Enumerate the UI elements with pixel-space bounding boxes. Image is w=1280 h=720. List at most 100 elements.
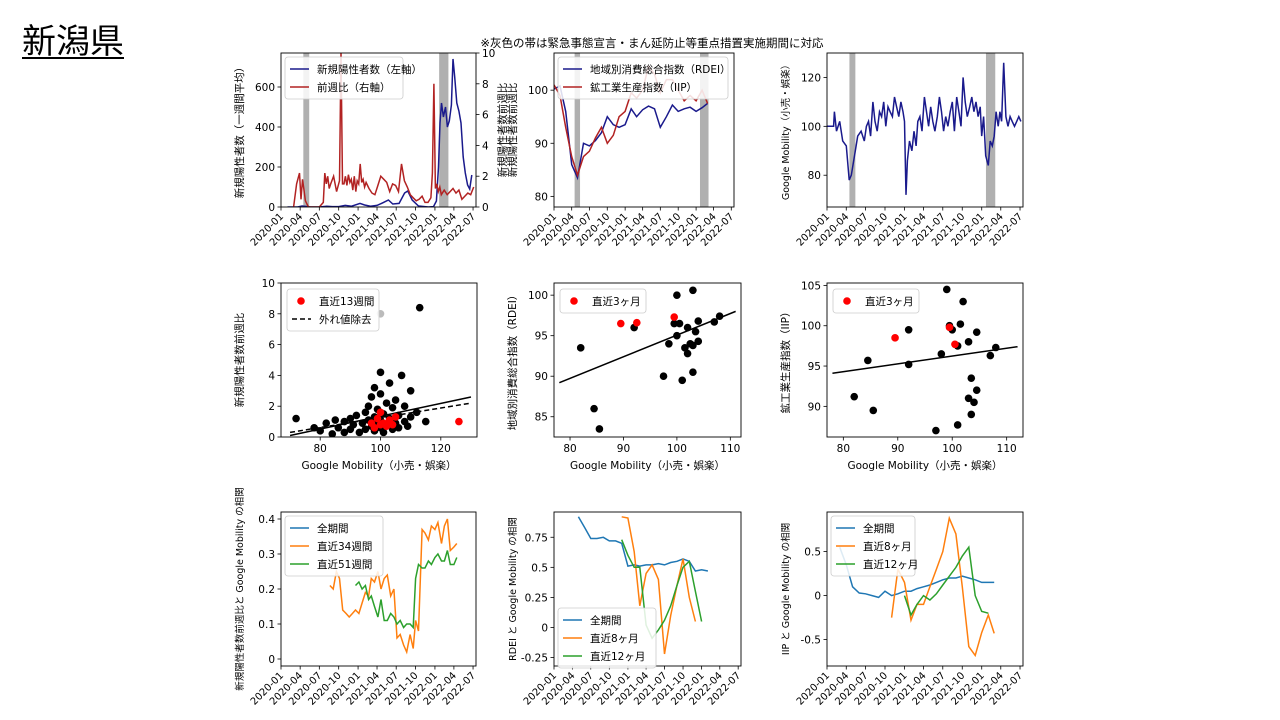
- scatter-point: [379, 428, 388, 437]
- y-tick-label: 0.4: [258, 514, 275, 526]
- scatter-point: [310, 423, 318, 432]
- panel-scatter-rdei: 85 90 95 100 80 90 100 110 Google Mobility（小売・娯楽…: [506, 282, 742, 472]
- series-line-直近51週間: [354, 550, 458, 630]
- panel-cases: 020040060002468102020-012020-042020-0720…: [233, 48, 509, 249]
- scatter-point: [956, 320, 965, 328]
- scatter-point: [959, 297, 967, 306]
- x-tick-label: 80: [563, 443, 576, 455]
- y-tick-label: 90: [535, 138, 548, 150]
- scatter-point: [412, 408, 421, 417]
- scatter-point: [970, 398, 978, 407]
- y-axis-label: Google Mobility（小売・娯楽）: [780, 60, 792, 200]
- x-tick-label: 100: [370, 443, 390, 455]
- plot-area: [838, 515, 995, 658]
- y-tick-label: -0.25: [521, 653, 548, 665]
- scatter-point: [967, 374, 976, 382]
- y-tick-label: 0.25: [525, 592, 548, 604]
- x-tick-label: 80: [314, 443, 327, 455]
- y-tick-label: 0.5: [531, 562, 548, 574]
- scatter-point-recent: [633, 318, 641, 327]
- scatter-point: [361, 408, 370, 417]
- scatter-point: [673, 291, 681, 299]
- panel-mobility: 801001202020-012020-042020-072020-102021…: [780, 52, 1025, 249]
- emergency-band: [439, 53, 449, 207]
- y-tick-label: 4: [268, 370, 275, 382]
- legend-label: 全期間: [863, 522, 895, 535]
- y-tick-label: 90: [808, 401, 821, 413]
- legend-label: 外れ値除去: [319, 313, 372, 326]
- scatter-point: [850, 392, 859, 401]
- scatter-point: [370, 383, 379, 392]
- panel-scatter-iip: 90 95 100 105 80 90 100 110 Google Mobility（小売・娯…: [779, 280, 1024, 472]
- scatter-point: [406, 387, 415, 395]
- y-tick-label: 0: [541, 623, 548, 635]
- scatter-point: [576, 344, 585, 352]
- y-axis-label: 新規陽性者数（一週間平均）: [233, 62, 246, 199]
- scatter-point: [689, 368, 697, 376]
- axes-frame: [553, 282, 742, 438]
- y-tick-label: 0.5: [804, 547, 821, 559]
- legend-label: 全期間: [590, 614, 622, 627]
- x-axis-label: Google Mobility（小売・娯楽）: [847, 459, 1002, 472]
- y-tick-label: 120: [801, 72, 821, 84]
- scatter-point: [964, 394, 973, 403]
- scatter-point: [715, 312, 724, 321]
- scatter-point: [376, 368, 385, 377]
- x-tick-label: 110: [997, 443, 1017, 455]
- scatter-point-recent: [670, 313, 679, 321]
- emergency-band: [985, 53, 996, 207]
- scatter-point: [292, 414, 300, 423]
- y-tick-label: 0.75: [525, 532, 548, 544]
- y2-tick-label: 2: [482, 171, 489, 183]
- scatter-point: [346, 414, 355, 423]
- scatter-point: [590, 404, 598, 413]
- y2-tick-label: 8: [482, 79, 489, 91]
- y-axis-label: 新規陽性者数前週比と Google Mobility の相関: [234, 487, 246, 690]
- axes-frame: [826, 52, 1024, 208]
- scatter-point: [595, 425, 604, 433]
- scatter-point: [367, 393, 376, 401]
- scatter-point: [334, 423, 343, 432]
- scatter-point: [904, 325, 913, 334]
- legend-label: 直近8ヶ月: [590, 632, 639, 645]
- scatter-point: [953, 421, 962, 429]
- y-tick-label: 8: [268, 309, 275, 321]
- y-tick-label: 10: [262, 278, 275, 290]
- scatter-point: [972, 328, 981, 336]
- plot-area: [329, 518, 458, 655]
- y-tick-label: 200: [255, 162, 275, 174]
- scatter-point: [331, 416, 340, 424]
- legend-label: 直近13週間: [319, 295, 374, 308]
- y-axis-label: IIP と Google Mobility の相関: [780, 523, 792, 655]
- x-axis-label: Google Mobility（小売・娯楽）: [570, 459, 725, 472]
- legend-label: 地域別消費総合指数（RDEI）: [590, 63, 731, 76]
- scatter-point: [967, 410, 976, 419]
- series-line-地域別消費総合指数（RDEI）: [554, 84, 709, 181]
- scatter-point: [403, 422, 412, 431]
- legend-box: [832, 288, 920, 314]
- series-line-直近12ヶ月: [903, 545, 989, 617]
- y-tick-label: 100: [801, 321, 821, 333]
- plot-area: [827, 62, 1022, 195]
- legend-box: [557, 56, 729, 100]
- series-line-直近8ヶ月: [621, 516, 697, 655]
- panel-scatter-cases: 0 2 4 6 8 10 80 100 120 Google Mobility（小売・娯楽） 新規陽…: [233, 278, 478, 472]
- x-tick-label: 80: [837, 443, 850, 455]
- y-tick-label: 2: [268, 401, 275, 413]
- scatter-point: [670, 319, 679, 328]
- scatter-point: [340, 428, 349, 437]
- legend-marker: [570, 297, 578, 305]
- y-tick-label: 95: [535, 331, 548, 343]
- scatter-point-recent: [945, 323, 954, 332]
- axes-frame: [826, 282, 1024, 438]
- panel-corr-iip: -0.500.52020-012020-042020-072020-102021…: [780, 511, 1025, 708]
- scatter-point: [391, 396, 400, 404]
- legend-label: 新規陽性者数（左軸）: [317, 63, 422, 76]
- scatter-point: [942, 285, 951, 294]
- y-tick-label: 0.3: [258, 549, 275, 561]
- emergency-band: [699, 53, 709, 207]
- legend-box: [286, 288, 380, 332]
- y-tick-label: 0: [814, 591, 821, 603]
- scatter-point: [322, 419, 331, 427]
